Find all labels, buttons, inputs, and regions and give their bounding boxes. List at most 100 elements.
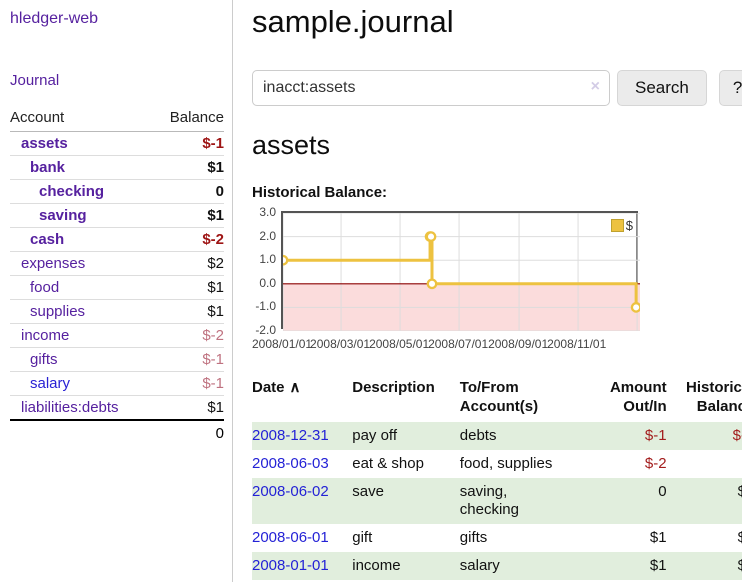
transaction-amount: $-2 xyxy=(644,455,667,472)
transaction-row: 2008-01-01 income salary $1 $1 xyxy=(252,552,742,580)
transaction-balance: $2 xyxy=(737,529,742,546)
x-axis-tick-label: 2008/01/01 xyxy=(252,337,313,351)
account-balance: $-1 xyxy=(152,131,224,156)
transaction-row: 2008-12-31 pay off debts $-1 $-1 xyxy=(252,422,742,450)
account-row: cash $-2 xyxy=(10,227,224,252)
y-axis-tick-label: -2.0 xyxy=(255,323,276,337)
x-axis-tick-label: 2008/05/01 xyxy=(369,337,430,351)
account-link[interactable]: checking xyxy=(39,183,105,200)
transaction-amount: $1 xyxy=(649,529,667,546)
transaction-amount: 0 xyxy=(593,478,669,524)
account-balance: $1 xyxy=(152,203,224,228)
account-balance: $-1 xyxy=(152,371,224,396)
accounts-table: Account Balance assets $-1 bank $1 check… xyxy=(10,106,224,446)
x-axis-tick-label: 2008/03/01 xyxy=(310,337,371,351)
accounts-header-row: Account Balance xyxy=(10,106,224,132)
account-row: income $-2 xyxy=(10,323,224,348)
transaction-accounts: debts xyxy=(459,422,594,450)
register-header-balance: Historical Balance xyxy=(685,379,742,415)
account-row: liabilities:debts $1 xyxy=(10,396,224,421)
main-content: sample.journal × Search ? assets Histori… xyxy=(233,0,742,582)
search-button[interactable]: Search xyxy=(617,70,707,106)
register-header-description: Description xyxy=(352,379,435,396)
accounts-header-balance: Balance xyxy=(152,106,224,132)
transaction-balance: $2 xyxy=(668,478,742,524)
account-row: gifts $-1 xyxy=(10,347,224,372)
transaction-row: 2008-06-03 eat & shop food, supplies $-2… xyxy=(252,450,742,478)
account-row: expenses $2 xyxy=(10,251,224,276)
account-link[interactable]: assets xyxy=(21,135,68,152)
accounts-table-body: assets $-1 bank $1 checking 0 saving $1 … xyxy=(10,131,224,421)
sidebar: hledger-web Journal Account Balance asse… xyxy=(0,0,233,582)
account-balance: $-1 xyxy=(152,347,224,372)
account-link[interactable]: supplies xyxy=(30,303,86,320)
transaction-date-link[interactable]: 2008-06-02 xyxy=(252,483,329,500)
account-balance: $-2 xyxy=(152,323,224,348)
y-axis-tick-label: -1.0 xyxy=(255,299,276,314)
account-row: supplies $1 xyxy=(10,299,224,324)
register-header-date[interactable]: Date ∧ xyxy=(252,379,301,396)
y-axis-tick-label: 2.0 xyxy=(259,228,276,243)
y-axis-tick-label: 3.0 xyxy=(259,205,276,219)
account-balance: $-2 xyxy=(152,227,224,252)
search-form: × Search ? xyxy=(252,70,742,106)
account-link[interactable]: expenses xyxy=(21,255,86,272)
transaction-description: save xyxy=(352,478,460,524)
account-link[interactable]: food xyxy=(30,279,60,296)
register-header-accounts: To/From Account(s) xyxy=(459,379,539,415)
account-balance: 0 xyxy=(152,179,224,204)
transaction-description: eat & shop xyxy=(352,455,424,472)
y-axis-tick-label: 0.0 xyxy=(259,275,276,290)
account-balance: $1 xyxy=(207,399,224,416)
sort-ascending-icon: ∧ xyxy=(289,379,301,396)
sidebar-item-journal[interactable]: Journal xyxy=(10,72,60,89)
balance-chart: $ 3.0 2.0 1.0 0.0 -1.0 -2.0 2008/01/01 2008/03/… xyxy=(243,205,742,359)
account-row: food $1 xyxy=(10,275,224,300)
clear-search-icon[interactable]: × xyxy=(590,78,600,95)
transaction-accounts: saving, checking xyxy=(459,478,594,524)
chart-plot-area: $ xyxy=(281,211,640,331)
transaction-row: 2008-06-02 save saving, checking 0 $2 xyxy=(252,478,742,524)
transaction-date-link[interactable]: 2008-01-01 xyxy=(252,557,329,574)
register-header-amount: Amount Out/In xyxy=(609,379,667,415)
transaction-amount: $1 xyxy=(593,552,669,580)
transaction-balance: $-1 xyxy=(668,422,742,450)
account-link[interactable]: saving xyxy=(39,207,87,224)
transaction-balance: $1 xyxy=(668,552,742,580)
transaction-balance: 0 xyxy=(669,450,742,478)
account-link[interactable]: income xyxy=(21,327,70,344)
register-header-row: Date ∧ Description To/From Account(s) Amo… xyxy=(252,375,742,422)
transaction-row: 2008-06-01 gift gifts $1 $2 xyxy=(252,524,742,552)
account-link[interactable]: liabilities:debts xyxy=(21,399,119,416)
transaction-amount: $-1 xyxy=(593,422,669,450)
legend-swatch-icon xyxy=(610,219,624,232)
account-link[interactable]: bank xyxy=(30,159,66,176)
account-balance: $1 xyxy=(152,275,224,300)
brand-link[interactable]: hledger-web xyxy=(10,10,99,27)
account-balance: $1 xyxy=(152,155,224,180)
transaction-accounts: salary xyxy=(459,552,594,580)
transaction-date-link[interactable]: 2008-12-31 xyxy=(252,427,329,444)
balance-chart-svg xyxy=(283,213,640,331)
transaction-date-link[interactable]: 2008-06-01 xyxy=(252,529,329,546)
transaction-accounts: gifts xyxy=(459,529,488,546)
account-row: saving $1 xyxy=(10,203,224,228)
chart-title: Historical Balance: xyxy=(252,184,388,201)
account-link[interactable]: salary xyxy=(30,375,71,392)
transaction-description: pay off xyxy=(352,422,460,450)
help-button[interactable]: ? xyxy=(718,70,742,106)
register-table: Date ∧ Description To/From Account(s) Amo… xyxy=(252,375,742,580)
accounts-total-value: 0 xyxy=(152,419,224,446)
transaction-date-link[interactable]: 2008-06-03 xyxy=(252,455,329,472)
search-input[interactable] xyxy=(252,70,610,106)
account-balance: $2 xyxy=(152,251,224,276)
x-axis-tick-label: 2008/07/01 xyxy=(428,337,489,351)
search-input-wrap: × xyxy=(252,70,610,106)
account-heading: assets xyxy=(252,130,331,160)
account-balance: $1 xyxy=(152,299,224,324)
chart-legend: $ xyxy=(610,218,633,233)
account-row: bank $1 xyxy=(10,155,224,180)
account-link[interactable]: gifts xyxy=(30,351,58,368)
account-link[interactable]: cash xyxy=(30,231,65,248)
